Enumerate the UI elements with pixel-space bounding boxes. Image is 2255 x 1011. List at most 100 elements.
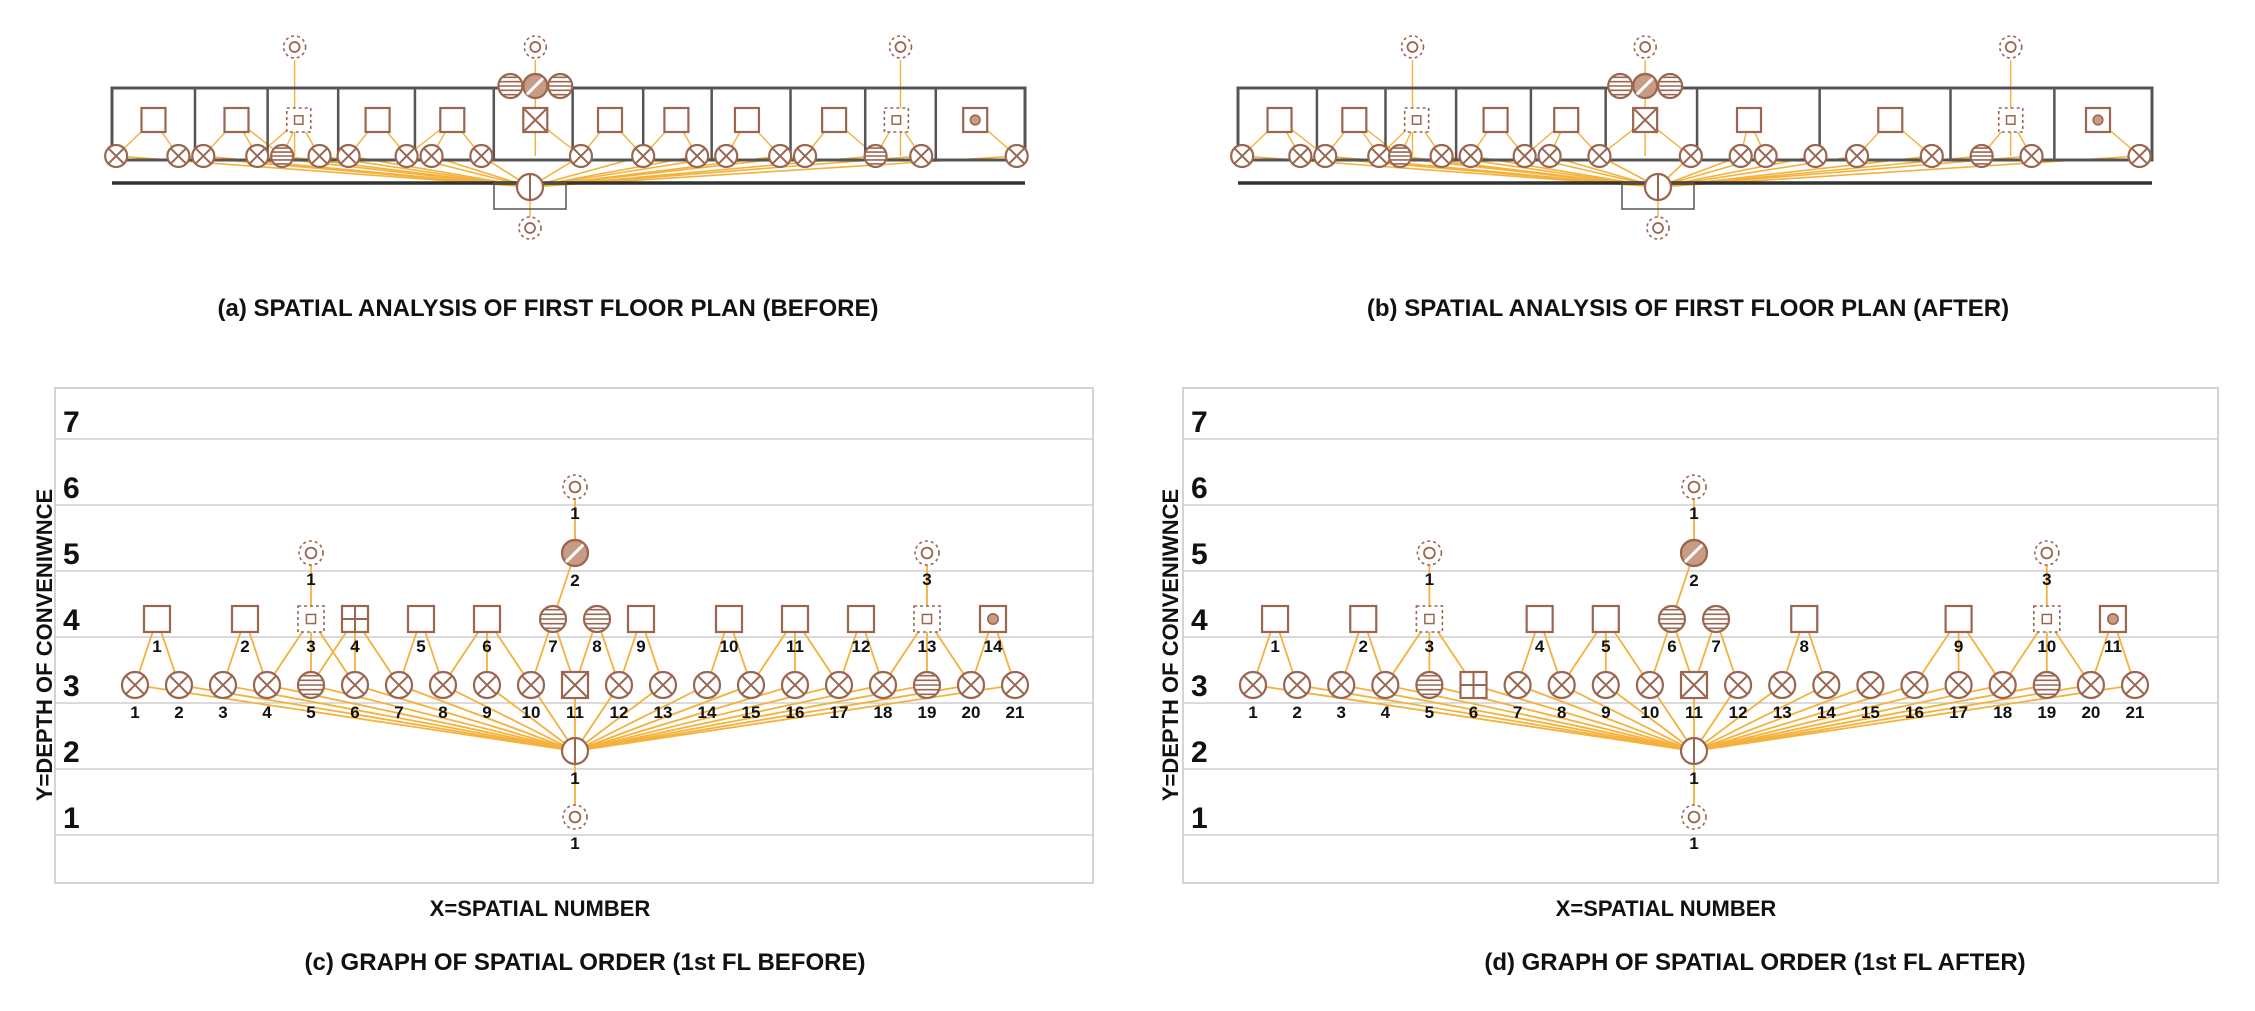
node-label: 7 (1711, 637, 1720, 656)
y-tick-2: 2 (63, 736, 80, 769)
node-label: 9 (482, 703, 491, 722)
node-label: 1 (152, 637, 161, 656)
plan-node-cross-icon (1537, 143, 1562, 169)
node-cross-icon (1944, 670, 1973, 700)
node-stripe-icon (912, 670, 942, 700)
node-stripe-icon (1701, 604, 1731, 634)
edge (1605, 684, 1695, 752)
edge (1693, 684, 2092, 752)
edge (1341, 684, 1695, 752)
node-label: 12 (1729, 703, 1748, 722)
plan-node-stripe-icon (1387, 143, 1413, 169)
room-square-icon (1266, 106, 1293, 134)
node-label: 10 (1640, 703, 1659, 722)
room-square-icon (140, 106, 167, 134)
node-cross-icon (120, 670, 150, 700)
y-tick-5: 5 (1191, 538, 1208, 571)
plan-top-sun-icon (888, 35, 913, 59)
floor-plan-a (104, 35, 1029, 240)
node-label: 20 (2081, 703, 2100, 722)
node-label: 5 (306, 703, 315, 722)
plan-node-cross-icon (166, 143, 191, 169)
node-cross-icon (648, 670, 678, 700)
node-label: 4 (1381, 703, 1391, 722)
node-diag-icon (1679, 538, 1709, 568)
plan-top-sun-icon (1400, 35, 1425, 59)
node-label: 2 (1292, 703, 1301, 722)
node-label: 13 (918, 637, 937, 656)
edge (1252, 684, 1695, 752)
node-label: 13 (1773, 703, 1792, 722)
plan-node-cross-icon (394, 143, 419, 169)
plan-node-cross-icon (685, 143, 710, 169)
node-dashsq-icon (913, 605, 941, 633)
room-sqdot-icon (2084, 106, 2112, 134)
node-sun-icon (562, 474, 588, 500)
plan-node-cross-icon (104, 143, 129, 169)
node-cross-icon (516, 670, 546, 700)
node-label: 18 (874, 703, 893, 722)
node-cross-icon (692, 670, 722, 700)
room-square-icon (364, 106, 391, 134)
node-label: 14 (984, 637, 1003, 656)
node-half-icon (560, 736, 590, 766)
plan-node-cross-icon (1230, 143, 1255, 169)
plan-node-cross-icon (191, 143, 216, 169)
y-tick-1: 1 (63, 802, 80, 835)
plan-node-cross-icon (792, 143, 818, 169)
node-label: 18 (1993, 703, 2012, 722)
plan-stair-stripe-icon (497, 72, 524, 100)
node-diag-icon (560, 538, 590, 568)
plan-node-stripe-icon (270, 143, 295, 169)
plan-walls (110, 86, 1027, 210)
node-grid-icon (340, 604, 370, 634)
node-sun-icon (914, 540, 940, 566)
node-label: 2 (240, 637, 249, 656)
node-sun-icon (1681, 804, 1707, 830)
plan-entry-sun-icon (518, 216, 542, 240)
node-cross-icon (208, 670, 238, 700)
y-tick-6: 6 (63, 472, 80, 505)
node-cross-icon (1988, 670, 2017, 700)
node-label: 15 (742, 703, 761, 722)
node-label: 21 (2126, 703, 2145, 722)
y-tick-1: 1 (1191, 802, 1208, 835)
node-cross-icon (340, 670, 370, 700)
node-label: 2 (174, 703, 183, 722)
node-dashsq-icon (2033, 605, 2061, 633)
node-label: 10 (522, 703, 541, 722)
edge (398, 684, 576, 752)
plan-node-cross-icon (909, 143, 934, 169)
node-label: 3 (2042, 570, 2051, 589)
node-cross-icon (1856, 670, 1885, 700)
y-tick-3: 3 (1191, 670, 1208, 703)
node-label: 17 (1949, 703, 1968, 722)
node-cross-icon (1000, 670, 1030, 700)
node-label: 7 (394, 703, 403, 722)
edge (1561, 684, 1695, 752)
node-label: 8 (1800, 637, 1809, 656)
node-cross-icon (1591, 670, 1620, 700)
node-label: 12 (610, 703, 629, 722)
node-sqdot-icon (978, 604, 1008, 634)
y-tick-7: 7 (1191, 406, 1208, 439)
node-square-icon (626, 604, 656, 634)
node-cross-icon (164, 670, 194, 700)
node-sqdot-icon (2098, 604, 2128, 634)
node-label: 3 (922, 570, 931, 589)
node-half-icon (1679, 736, 1709, 766)
node-cross-icon (1547, 670, 1576, 700)
plan-stair-stripe-icon (1656, 72, 1684, 100)
edge (222, 684, 576, 752)
edge (178, 684, 576, 752)
plan-node-cross-icon (1288, 143, 1313, 169)
node-label: 1 (1689, 834, 1698, 853)
node-label: 4 (262, 703, 272, 722)
plan-node-cross-icon (1004, 143, 1029, 169)
plan-node-cross-icon (307, 143, 332, 169)
plan-node-cross-icon (2019, 143, 2044, 169)
plan-node-cross-icon (469, 143, 494, 169)
edge (1693, 684, 1783, 752)
